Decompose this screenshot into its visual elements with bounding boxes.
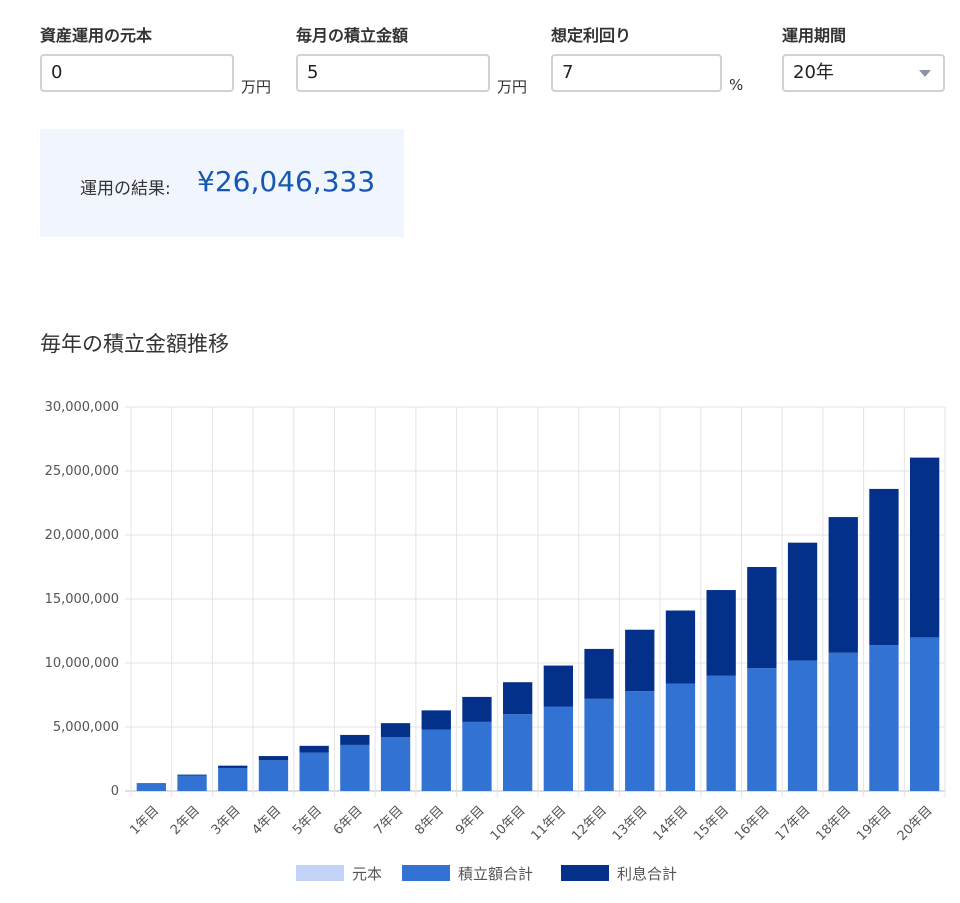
bar-segment	[665, 683, 696, 791]
bar-segment	[380, 737, 411, 791]
bar-segment	[543, 706, 574, 791]
x-tick-label: 1年目	[127, 803, 162, 838]
result-value: ¥26,046,333	[197, 165, 376, 198]
bar-segment	[787, 660, 818, 791]
x-tick-label: 19年目	[854, 803, 895, 844]
principal-input[interactable]: 0	[40, 54, 234, 92]
x-tick-label: 11年目	[528, 803, 569, 844]
legend-swatch	[296, 865, 344, 881]
monthly-input[interactable]: 5	[296, 54, 490, 92]
result-panel: 運用の結果: ¥26,046,333	[40, 129, 404, 237]
bar-segment	[340, 734, 370, 745]
result-label: 運用の結果:	[80, 179, 171, 199]
bar-segment	[706, 590, 736, 676]
x-tick-label: 5年目	[290, 803, 325, 838]
bar-segment	[421, 710, 451, 730]
x-tick-label: 3年目	[209, 803, 244, 838]
x-tick-label: 8年目	[412, 803, 447, 838]
chevron-down-icon	[919, 70, 931, 77]
bar-segment	[340, 744, 370, 791]
rate-unit: %	[729, 76, 744, 94]
period-label: 運用期間	[782, 26, 847, 45]
bar-segment	[543, 665, 574, 707]
bar-segment	[828, 652, 858, 791]
principal-label: 資産運用の元本	[40, 26, 153, 45]
legend-swatch	[561, 865, 609, 881]
bar-segment	[869, 488, 899, 646]
x-tick-label: 17年目	[773, 803, 814, 844]
principal-unit: 万円	[241, 78, 272, 96]
y-tick-label: 25,000,000	[45, 464, 119, 479]
bar-segment	[502, 682, 533, 715]
legend-swatch	[402, 865, 450, 881]
x-tick-label: 15年目	[691, 803, 732, 844]
chart-title: 毎年の積立金額推移	[40, 332, 229, 356]
y-tick-label: 10,000,000	[45, 656, 119, 671]
legend-label: 利息合計	[617, 865, 678, 883]
bar-segment	[787, 542, 818, 661]
x-tick-label: 18年目	[813, 803, 854, 844]
bar-segment	[584, 648, 614, 699]
bar-segment	[747, 668, 777, 791]
bar-segment	[218, 767, 248, 791]
legend-label: 元本	[352, 865, 383, 883]
legend-label: 積立額合計	[458, 865, 534, 883]
rate-label: 想定利回り	[551, 26, 632, 45]
bar-segment	[258, 756, 289, 761]
bar-segment	[136, 783, 167, 791]
x-tick-label: 12年目	[569, 803, 610, 844]
bar-segment	[177, 775, 207, 791]
x-tick-label: 4年目	[249, 803, 284, 838]
x-tick-label: 10年目	[488, 803, 529, 844]
bar-segment	[828, 517, 858, 653]
bar-segment	[625, 691, 655, 791]
bar-segment	[258, 760, 289, 791]
y-tick-label: 5,000,000	[53, 720, 119, 735]
monthly-unit: 万円	[497, 78, 528, 96]
bar-segment	[869, 645, 899, 791]
period-select[interactable]: 20年	[782, 54, 945, 92]
bar-segment	[625, 629, 655, 692]
bar-segment	[299, 745, 329, 753]
x-tick-label: 13年目	[610, 803, 651, 844]
monthly-label: 毎月の積立金額	[296, 26, 409, 45]
chart-legend: 元本 積立額合計 利息合計	[0, 861, 960, 885]
x-tick-label: 6年目	[331, 803, 366, 838]
bar-segment	[218, 765, 248, 768]
bar-segment	[502, 714, 533, 791]
bar-segment	[462, 696, 492, 722]
bar-segment	[747, 567, 777, 669]
period-select-value: 20年	[793, 62, 834, 83]
y-tick-label: 0	[111, 784, 119, 799]
bar-segment	[421, 729, 451, 791]
bar-segment	[177, 774, 207, 776]
stacked-bar-chart: 0 5,000,000 10,000,000 15,000,000 20,000,000…	[45, 400, 946, 844]
bar-segment	[462, 721, 492, 791]
x-tick-label: 2年目	[168, 803, 203, 838]
y-tick-label: 20,000,000	[45, 528, 119, 543]
x-tick-label: 9年目	[453, 803, 488, 838]
bar-segment	[909, 637, 940, 791]
bar-segment	[380, 723, 411, 738]
rate-input[interactable]: 7	[551, 54, 722, 92]
y-tick-label: 30,000,000	[45, 400, 119, 415]
bar-segment	[706, 675, 736, 791]
bar-segment	[909, 457, 940, 638]
chart-grid	[125, 406, 946, 797]
x-tick-label: 16年目	[732, 803, 773, 844]
x-tick-label: 7年目	[372, 803, 407, 838]
bar-segment	[665, 610, 696, 684]
bar-segment	[584, 698, 614, 791]
x-tick-label: 14年目	[651, 803, 692, 844]
x-tick-label: 20年目	[895, 803, 936, 844]
chart-bars	[136, 457, 940, 791]
y-tick-label: 15,000,000	[45, 592, 119, 607]
bar-segment	[299, 752, 329, 791]
